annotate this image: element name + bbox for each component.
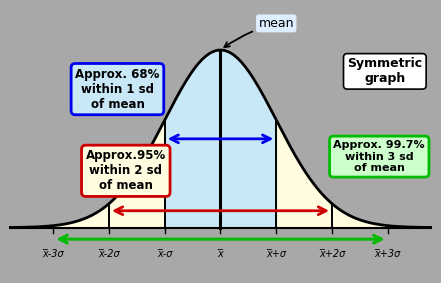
Text: x̅+3σ: x̅+3σ xyxy=(374,249,401,259)
Text: Approx. 68%
within 1 sd
of mean: Approx. 68% within 1 sd of mean xyxy=(75,68,160,111)
Text: x̅-σ: x̅-σ xyxy=(157,249,172,259)
Text: Approx. 99.7%
within 3 sd
of mean: Approx. 99.7% within 3 sd of mean xyxy=(333,140,425,173)
Text: Approx.95%
within 2 sd
of mean: Approx.95% within 2 sd of mean xyxy=(86,149,166,192)
Text: mean: mean xyxy=(224,17,294,47)
Text: x̅: x̅ xyxy=(217,249,224,259)
Text: x̅+σ: x̅+σ xyxy=(266,249,286,259)
Text: x̅-3σ: x̅-3σ xyxy=(43,249,64,259)
Text: x̅+2σ: x̅+2σ xyxy=(319,249,345,259)
Text: x̅-2σ: x̅-2σ xyxy=(98,249,120,259)
Text: Symmetric
graph: Symmetric graph xyxy=(347,57,422,85)
